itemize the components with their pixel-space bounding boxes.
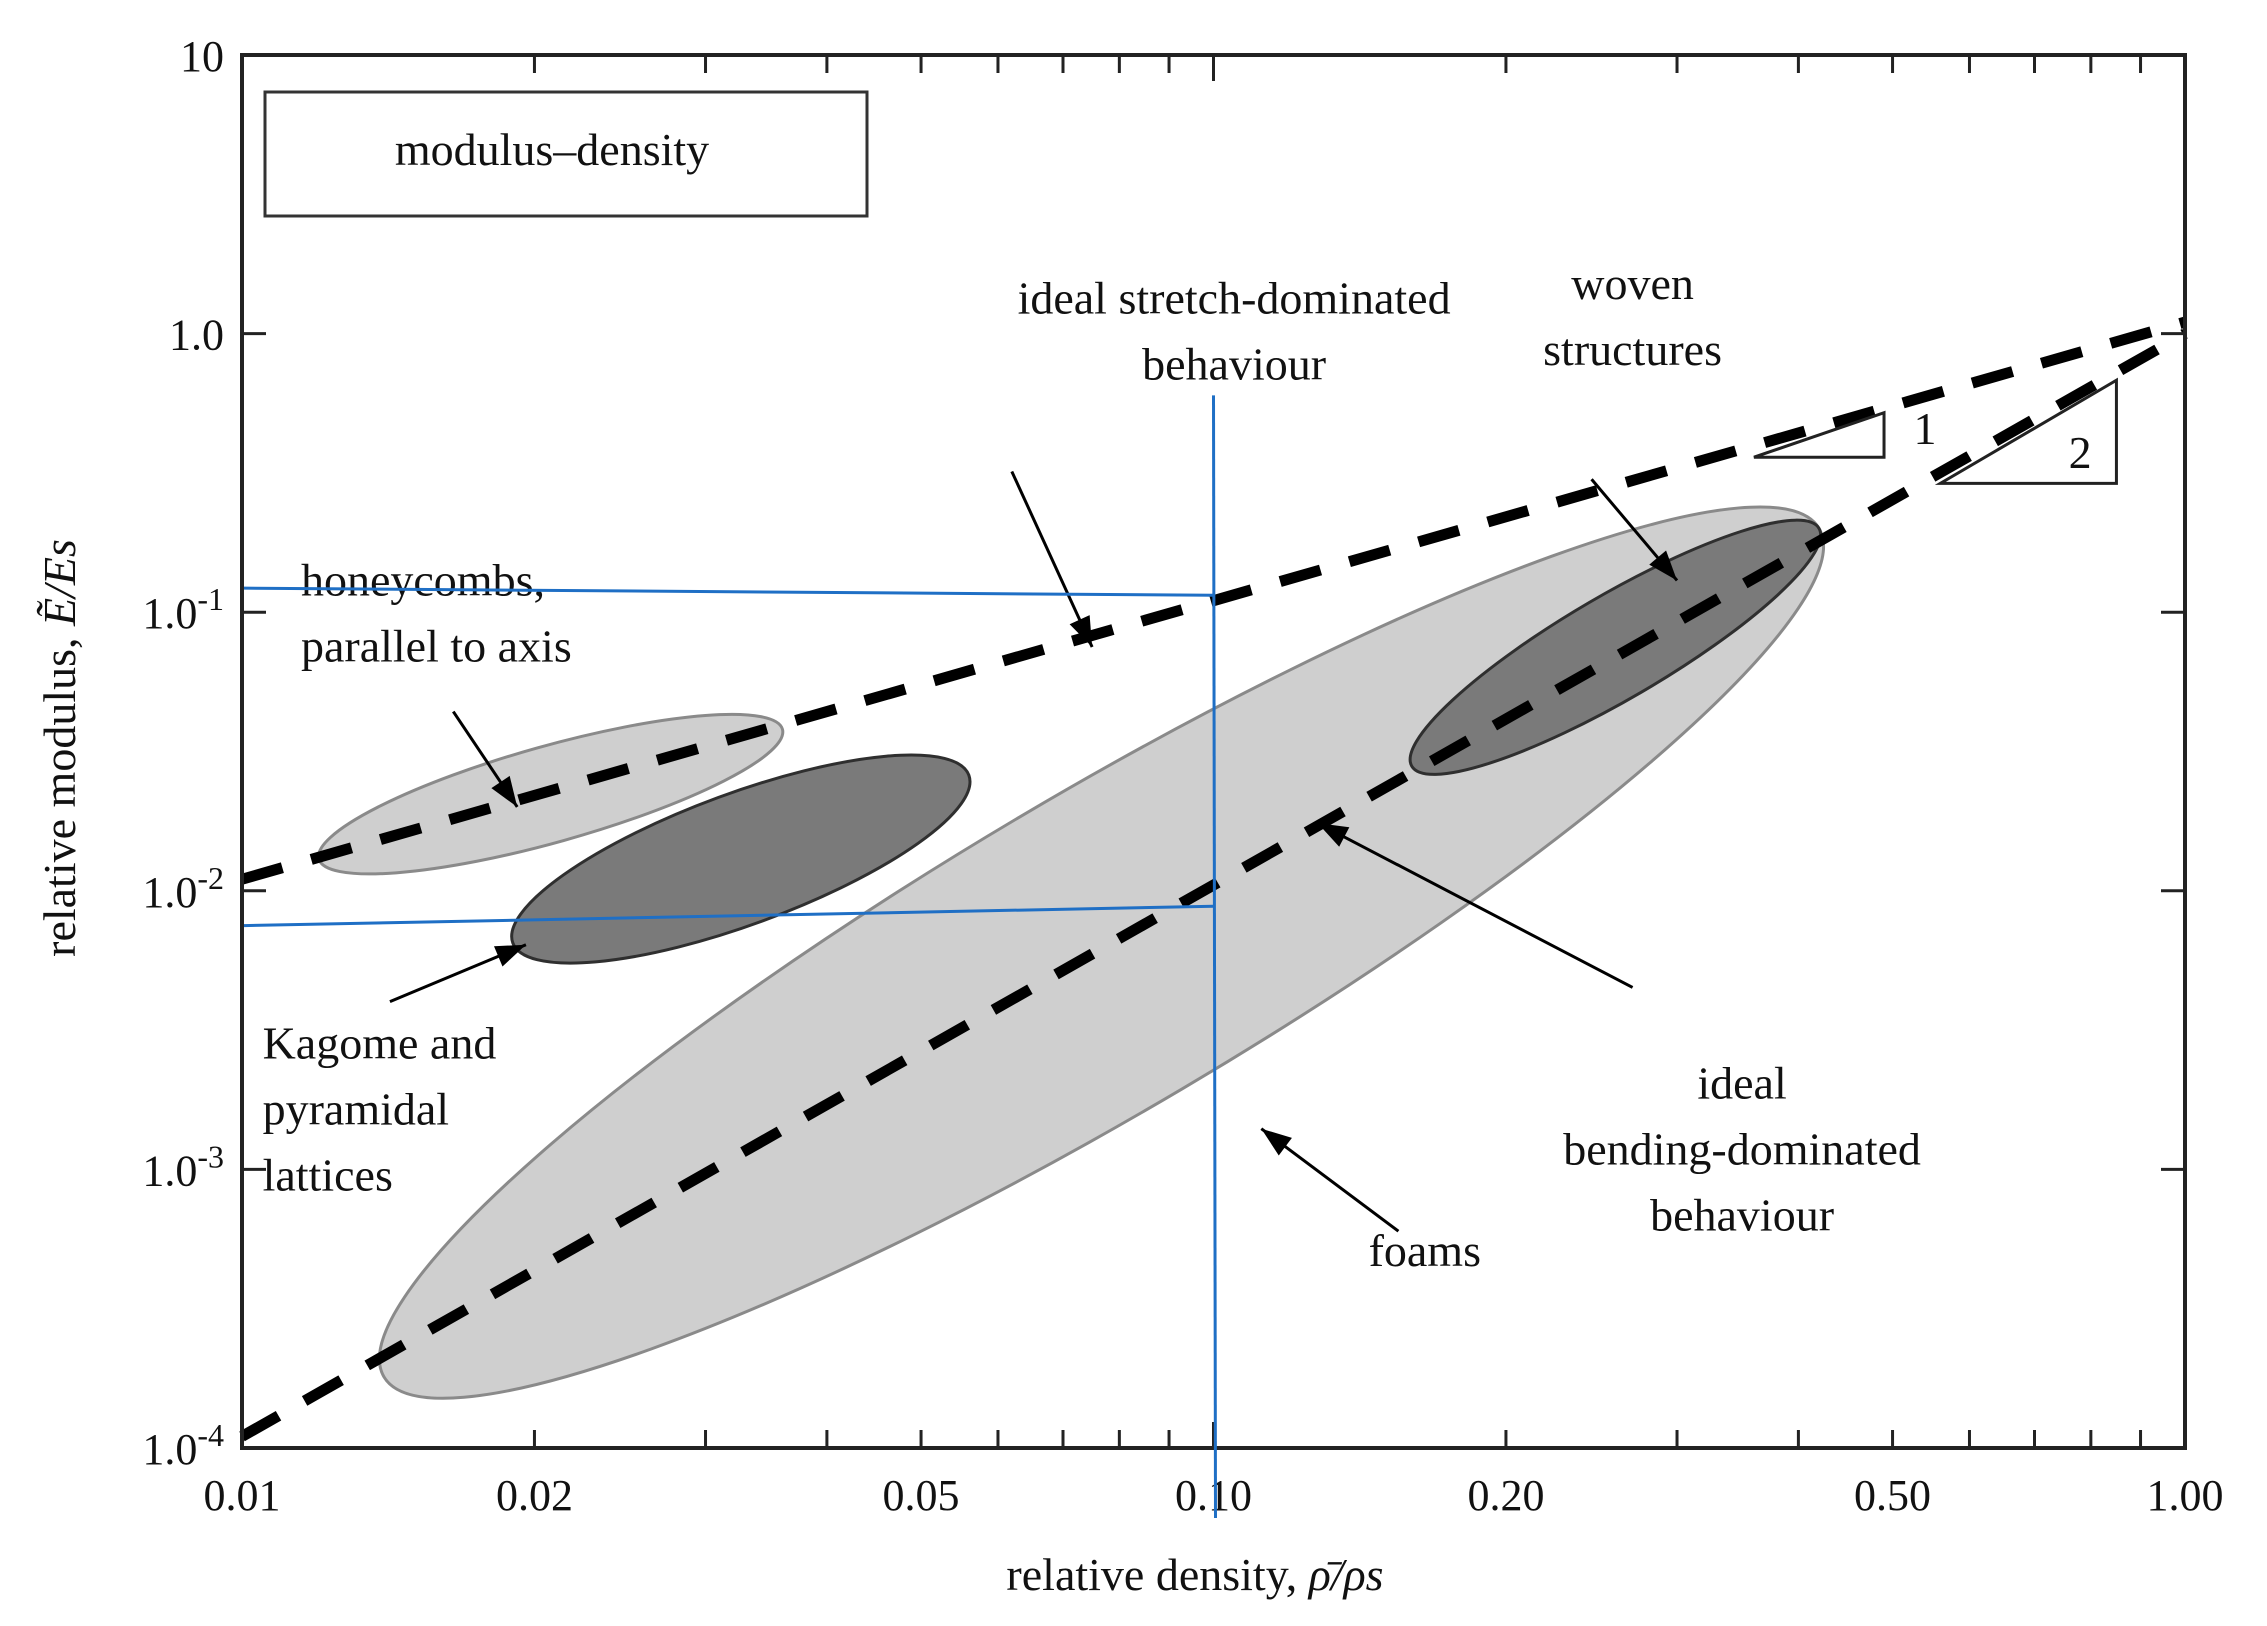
y-axis-title-symbol: Ẽ/Es [34,539,85,627]
annotation-ideal: ideal bending-dominated behaviour [1563,1057,1921,1240]
annotation-woven: woven structures [1543,258,1722,375]
annotation-arrow-head [1069,615,1093,648]
annotation-arrow-head [491,775,518,807]
x-tick-label: 0.05 [883,1471,960,1520]
legend-box-label: modulus–density [395,124,709,175]
annotation-arrow-head [1649,550,1678,581]
y-tick-label: 1.0-2 [142,860,224,917]
x-tick-label: 0.01 [204,1471,281,1520]
y-axis-title-text: relative modulus, [34,626,85,957]
annotation-arrow-head [1261,1128,1292,1156]
annotation-arrow-shaft [1010,470,1094,648]
ticks-layer: 0.01 0.02 0.05 0.10 0.20 0.50 1.00 10 1.0 1.0-1 1.… [142,32,2223,1520]
guide-line-horizontal [243,904,1214,928]
x-axis-title-text: relative density, [1006,1549,1308,1600]
annotations-layer: ideal stretch-dominated behaviour woven str… [263,258,2118,1276]
annotation-kagome-and: Kagome and pyramidal lattices [263,1018,497,1201]
annotation-arrow-head [1317,823,1350,847]
y-tick-label: 1.0-3 [142,1138,224,1195]
y-tick-label: 1.0-1 [142,581,224,638]
slope-triangle-2 [1934,377,2118,485]
y-tick-label: 10 [180,32,224,81]
annotation-arrow-shaft [1316,821,1634,989]
x-axis-title: relative density, ρ̄/ρs [1006,1549,1383,1600]
slope-label-1: 1 [1914,403,1937,454]
y-axis-title: relative modulus, Ẽ/Es [34,539,85,957]
region-kagome-and-pyramidal-lattices [510,753,972,965]
legend-box: modulus–density [263,90,869,218]
x-tick-label: 1.00 [2147,1471,2224,1520]
slope-label-2: 2 [2069,427,2092,478]
annotation-foams: foams [1369,1225,1481,1276]
annotation-ideal-stretch-dominated: ideal stretch-dominated behaviour [1018,273,1451,390]
y-tick-label: 1.0-4 [142,1417,224,1474]
x-axis-title-symbol: ρ̄/ρs [1307,1549,1384,1600]
guide-line-vertical [1212,395,1217,1519]
y-tick-label: 1.0 [169,311,224,360]
annotation-honeycombs: honeycombs, parallel to axis [301,554,572,671]
x-tick-label: 0.20 [1467,1471,1544,1520]
guide-lines-layer [243,395,1217,1519]
slope-triangle-1 [1753,410,1886,459]
x-tick-label: 0.10 [1175,1471,1252,1520]
x-tick-label: 0.02 [496,1471,573,1520]
annotation-arrow-head [494,944,526,967]
guide-line-horizontal [243,586,1214,597]
x-tick-label: 0.50 [1854,1471,1931,1520]
